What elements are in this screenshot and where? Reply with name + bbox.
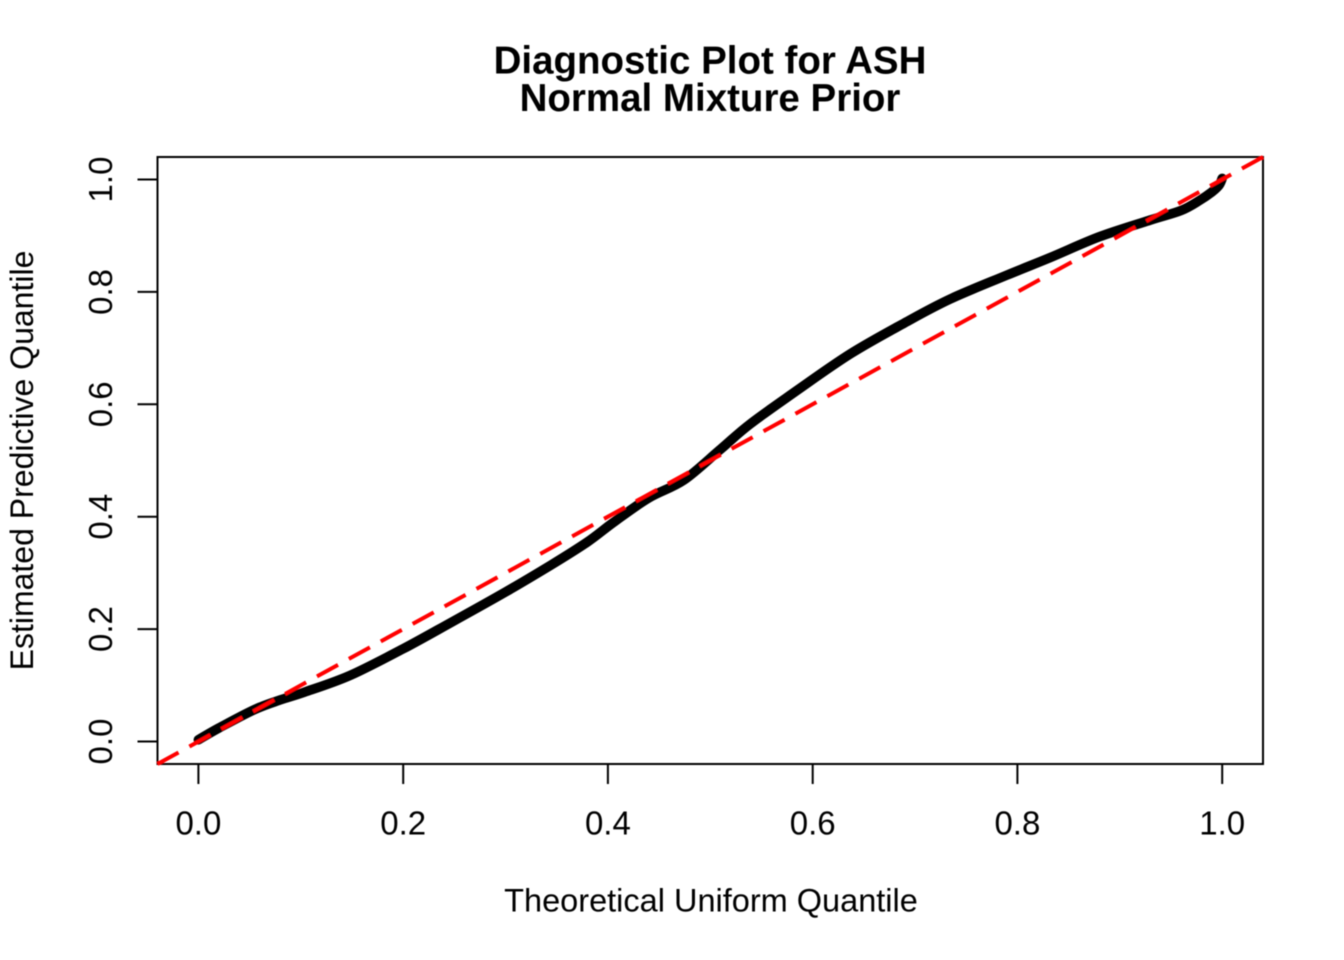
- svg-text:0.6: 0.6: [790, 805, 836, 842]
- svg-text:Estimated Predictive Quantile: Estimated Predictive Quantile: [4, 251, 40, 671]
- svg-text:Theoretical Uniform Quantile: Theoretical Uniform Quantile: [504, 883, 918, 919]
- svg-text:0.4: 0.4: [82, 494, 119, 540]
- svg-text:1.0: 1.0: [1199, 805, 1245, 842]
- svg-text:0.2: 0.2: [82, 606, 119, 652]
- svg-text:0.6: 0.6: [82, 381, 119, 427]
- svg-text:1.0: 1.0: [82, 157, 119, 203]
- svg-text:0.2: 0.2: [380, 805, 426, 842]
- svg-text:Normal Mixture Prior: Normal Mixture Prior: [520, 77, 901, 120]
- svg-text:Diagnostic Plot for ASH: Diagnostic Plot for ASH: [494, 40, 927, 83]
- svg-text:0.4: 0.4: [585, 805, 631, 842]
- svg-text:0.0: 0.0: [82, 719, 119, 765]
- svg-text:0.8: 0.8: [82, 269, 119, 315]
- svg-text:0.0: 0.0: [175, 805, 221, 842]
- svg-text:0.8: 0.8: [994, 805, 1040, 842]
